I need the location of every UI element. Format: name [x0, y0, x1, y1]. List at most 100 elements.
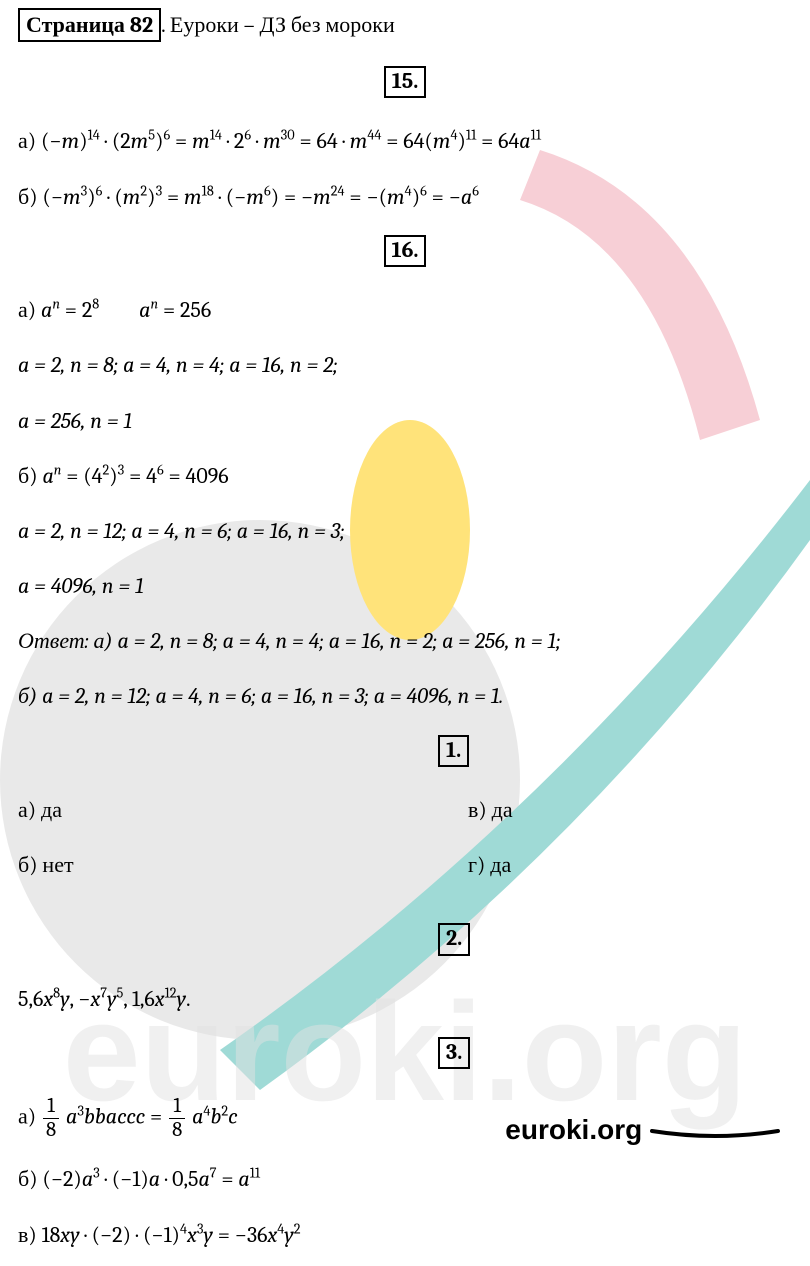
t: y — [177, 986, 186, 1012]
t: x — [43, 986, 53, 1012]
p16-l4: б) an = (42)3 = 46 = 4096 — [18, 459, 792, 494]
t: m — [350, 128, 368, 154]
p1-row1: а) да в) да — [18, 793, 792, 848]
t: ) — [79, 128, 87, 154]
num-text: 15 — [392, 68, 414, 94]
num-text: 16 — [392, 237, 414, 263]
t: = −( — [345, 184, 387, 210]
t: 7 — [100, 984, 107, 1001]
t: m — [184, 184, 202, 210]
t: = (4 — [61, 463, 102, 489]
problem-1-heading: 1. — [18, 735, 792, 767]
t: в) 18 — [18, 1222, 60, 1248]
t: = 64( — [381, 128, 432, 154]
t: 6 — [157, 461, 164, 478]
t: 11 — [250, 1165, 260, 1182]
t: · 2 — [222, 128, 244, 154]
t: = — [162, 184, 184, 210]
t: = 2 — [60, 297, 92, 323]
t: m — [433, 128, 451, 154]
p16-l1: а) an = 28an = 256 — [18, 293, 792, 328]
t: 8 — [92, 296, 99, 313]
t: , − — [70, 986, 91, 1012]
t: · — [251, 128, 263, 154]
t: · (2 — [100, 128, 131, 154]
p2-line: 5,6x8y, −x7y5, 1,6x12y. — [18, 982, 792, 1017]
page-header: Страница 82. Еуроки – ДЗ без мороки — [18, 12, 792, 38]
t: · (−1) — [100, 1166, 149, 1192]
t: ) — [412, 184, 420, 210]
problem-number: 16. — [384, 235, 427, 267]
t: 4 — [405, 182, 412, 199]
t: a — [139, 297, 150, 323]
problem-3-heading: 3. — [18, 1037, 792, 1069]
t: а) — [18, 297, 41, 323]
t: a — [66, 1104, 77, 1130]
t: 1 — [169, 1095, 185, 1119]
t: 11 — [531, 127, 541, 144]
t: x — [267, 1222, 277, 1248]
t: 3 — [77, 1103, 84, 1120]
t: 8 — [169, 1119, 185, 1142]
p3-b: б) (−2)a3 · (−1)a · 0,5a7 = a11 — [18, 1162, 792, 1197]
header-text: . Еуроки – ДЗ без мороки — [161, 12, 395, 38]
logo-underline-icon — [650, 1129, 780, 1139]
num-text: 1 — [446, 737, 456, 763]
t: a — [82, 1166, 93, 1192]
t: x — [155, 986, 165, 1012]
t: m — [192, 128, 210, 154]
num-text: 3 — [446, 1039, 457, 1065]
t: m — [63, 184, 81, 210]
t: y — [284, 1222, 293, 1248]
problem-15-heading: 15. — [18, 66, 792, 98]
t: 12 — [165, 984, 177, 1001]
t: · ( — [102, 184, 122, 210]
t: 7 — [210, 1165, 217, 1182]
fraction: 18 — [43, 1095, 59, 1142]
t: 11 — [466, 127, 476, 144]
t: c — [228, 1104, 238, 1130]
t: · (−2) · (−1) — [80, 1222, 180, 1248]
t: = — [217, 1166, 239, 1192]
p16-ans2: б) a = 2, n = 12; a = 4, n = 6; a = 16, … — [18, 679, 792, 714]
t: bbaccc — [84, 1104, 145, 1130]
p16-l2: a = 2, n = 8; a = 4, n = 4; a = 16, n = … — [18, 348, 792, 383]
t: 44 — [367, 127, 381, 144]
t: 6 — [420, 182, 427, 199]
logo-suffix: .org — [589, 1114, 642, 1145]
t: б) — [18, 463, 42, 489]
p1-b: б) нет — [18, 848, 468, 883]
t: 3 — [93, 1165, 100, 1182]
t: n — [151, 296, 159, 313]
problem-number: 2. — [438, 923, 470, 955]
t: x — [90, 986, 100, 1012]
t: 5,6 — [18, 986, 43, 1012]
t: 2 — [294, 1220, 301, 1237]
t: = −36 — [213, 1222, 268, 1248]
t: · (− — [214, 184, 247, 210]
p1-g: г) да — [468, 848, 792, 883]
t: a — [192, 1104, 203, 1130]
p16-l6: a = 4096, n = 1 — [18, 569, 792, 604]
t: б) (− — [18, 184, 63, 210]
problem-number: 15. — [384, 66, 427, 98]
fraction: 18 — [169, 1095, 185, 1142]
p15-line-a: а) (−m)14 · (2m5)6 = m14 · 26 · m30 = 64… — [18, 124, 792, 159]
t: ) — [147, 184, 155, 210]
page-number-box: Страница 82 — [18, 8, 161, 42]
t: m — [387, 184, 405, 210]
t: = 4096 — [164, 463, 229, 489]
t: n — [52, 296, 60, 313]
p16-ans1: Ответ: а) a = 2, n = 8; a = 4, n = 4; a … — [18, 624, 792, 659]
p16-l5: a = 2, n = 12; a = 4, n = 6; a = 16, n =… — [18, 514, 792, 549]
t: · 0,5 — [160, 1166, 198, 1192]
t: m — [62, 128, 80, 154]
t: b — [210, 1104, 221, 1130]
problem-2-heading: 2. — [18, 923, 792, 955]
t: 24 — [331, 182, 345, 199]
logo-text: euroki — [505, 1114, 589, 1145]
problem-number: 1. — [438, 735, 469, 767]
t: a — [149, 1166, 160, 1192]
t: 6 — [472, 182, 479, 199]
problem-number: 3. — [438, 1037, 470, 1069]
